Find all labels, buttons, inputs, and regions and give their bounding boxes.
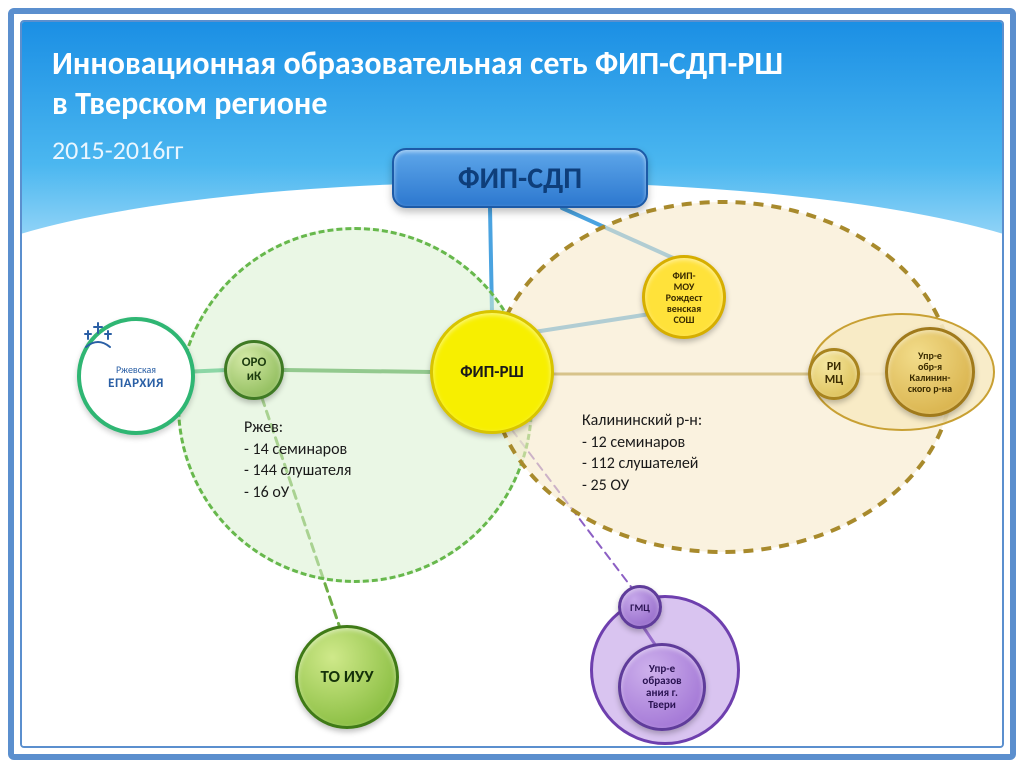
badge-label: ФИП-СДП	[458, 160, 582, 197]
node-oroik: ОРОиК	[224, 340, 284, 400]
badge-fip-sdp: ФИП-СДП	[392, 148, 648, 208]
node-gmc: ГМЦ	[618, 585, 662, 629]
toiuu-label: ТО ИУУ	[320, 668, 373, 687]
uprkal-label: Упр-еобр-яКалинин-ского р-на	[908, 350, 952, 394]
annotation-rzhev: Ржев:- 14 семинаров- 144 слушателя- 16 о…	[244, 417, 351, 503]
node-uprtver: Упр-еобразования г.Твери	[618, 643, 706, 731]
slide-inner: Инновационная образовательная сеть ФИП-С…	[20, 20, 1004, 748]
node-fiprsh: ФИП-РШ	[430, 310, 554, 434]
gmc-label: ГМЦ	[630, 602, 650, 613]
node-toiuu: ТО ИУУ	[295, 625, 399, 729]
node-eparchy: Ржевская ЕПАРХИЯ	[77, 317, 195, 435]
slide-frame: Инновационная образовательная сеть ФИП-С…	[8, 8, 1016, 760]
mou-label: ФИП-МОУРождественскаяСОШ	[666, 270, 703, 325]
fiprsh-label: ФИП-РШ	[460, 363, 524, 382]
node-rimc: РИМЦ	[808, 348, 860, 400]
node-uprkal: Упр-еобр-яКалинин-ского р-на	[885, 327, 975, 417]
church-icon	[81, 321, 115, 349]
node-mou: ФИП-МОУРождественскаяСОШ	[642, 255, 726, 339]
rimc-label: РИМЦ	[825, 361, 843, 387]
annotation-kalin: Калининский р-н:- 12 семинаров- 112 слуш…	[582, 410, 702, 496]
uprtver-label: Упр-еобразования г.Твери	[642, 663, 681, 711]
eparchy-top: Ржевская	[116, 363, 156, 376]
eparchy-bot: ЕПАРХИЯ	[108, 376, 164, 391]
oroik-label: ОРОиК	[242, 356, 267, 385]
